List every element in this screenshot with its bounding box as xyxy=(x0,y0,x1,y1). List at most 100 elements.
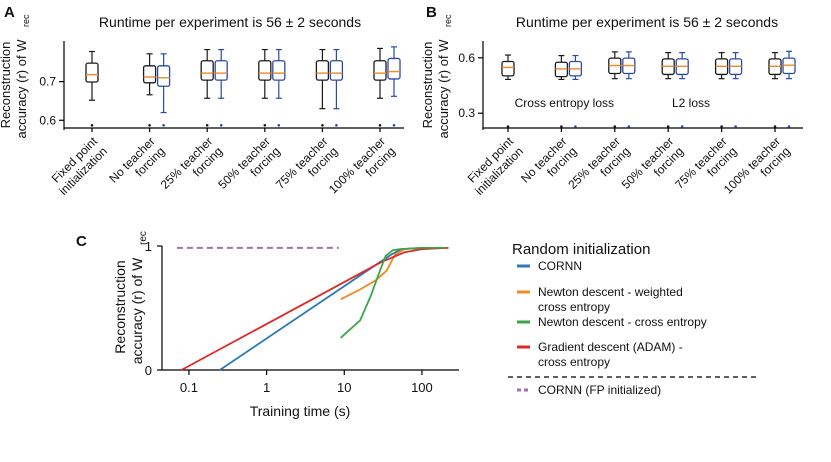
outlier-point xyxy=(219,123,223,127)
iqr-box xyxy=(373,60,387,81)
panel-c-ylabel-main: Reconstruction xyxy=(112,260,128,353)
outlier-point xyxy=(263,123,267,127)
black-box xyxy=(258,48,272,127)
black-box xyxy=(714,52,729,128)
y-tick-label: 0 xyxy=(145,363,152,378)
series-line-cornn xyxy=(219,246,446,371)
blue-box xyxy=(387,46,401,127)
black-box xyxy=(200,48,214,127)
panel-a-ylabel-main: Reconstruction xyxy=(0,42,13,129)
y-tick-label: 0.6 xyxy=(39,113,56,127)
iqr-box xyxy=(387,57,401,80)
outlier-point xyxy=(205,123,209,127)
outlier-point xyxy=(378,123,382,127)
legend-label: cross entropy xyxy=(538,355,610,369)
blue-box xyxy=(675,52,689,128)
outlier-point xyxy=(506,125,510,128)
iqr-box xyxy=(200,60,214,81)
outlier-point xyxy=(148,123,151,127)
outlier-point xyxy=(574,125,577,128)
outlier-point xyxy=(720,125,723,128)
legend-label: cross entropy xyxy=(538,300,610,314)
outlier-point xyxy=(613,125,617,128)
panel-b: B Runtime per experiment is 56 ± 2 secon… xyxy=(420,4,803,198)
legend-entry: CORNN (FP initialized) xyxy=(517,383,661,397)
panel-b-ylabel-main: Reconstruction xyxy=(420,42,435,129)
iqr-box xyxy=(329,60,344,81)
outlier-point xyxy=(335,123,338,127)
iqr-box xyxy=(142,65,157,84)
black-box xyxy=(142,53,157,127)
outlier-point xyxy=(627,125,631,128)
blue-box xyxy=(728,52,743,128)
legend-label: CORNN (FP initialized) xyxy=(538,383,661,397)
legend-label: Newton descent - weighted xyxy=(538,285,683,299)
panel-c-ylabel: Reconstruction accuracy (r) of W rec xyxy=(112,231,149,364)
panel-b-ylabel-subscript: rec xyxy=(443,14,453,27)
panel-a-title: Runtime per experiment is 56 ± 2 seconds xyxy=(99,14,361,30)
panel-c: C Reconstruction accuracy (r) of W rec T… xyxy=(76,231,760,419)
legend-label: Gradient descent (ADAM) - xyxy=(538,340,683,354)
outlier-point xyxy=(392,123,396,127)
black-box xyxy=(315,48,330,127)
panel-a-ylabel-subscript: rec xyxy=(21,14,31,27)
blue-box xyxy=(568,54,583,128)
panel-b-legend-l2: L2 loss xyxy=(672,96,710,110)
panel-a-letter: A xyxy=(4,4,15,21)
outlier-point xyxy=(162,123,165,127)
iqr-box xyxy=(214,60,228,81)
legend-entry: Gradient descent (ADAM) -cross entropy xyxy=(517,340,683,369)
legend-label: Newton descent - cross entropy xyxy=(538,315,707,329)
black-box xyxy=(85,50,99,127)
legend-entry: Newton descent - cross entropy xyxy=(517,315,707,329)
iqr-box xyxy=(85,62,99,83)
black-box xyxy=(501,54,515,128)
outlier-point xyxy=(680,125,684,128)
blue-box xyxy=(329,48,344,127)
x-tick-label: 0.1 xyxy=(180,380,198,395)
x-tick-label: 1 xyxy=(263,380,270,395)
iqr-box xyxy=(156,65,171,87)
outlier-point xyxy=(734,125,737,128)
outlier-point xyxy=(787,125,791,128)
black-box xyxy=(373,47,387,127)
panel-c-xlabel: Training time (s) xyxy=(250,403,351,419)
panel-b-letter: B xyxy=(426,4,437,21)
panel-b-legend-cross-entropy: Cross entropy loss xyxy=(515,96,614,110)
iqr-box xyxy=(315,60,330,81)
outlier-point xyxy=(560,125,563,128)
panel-b-ylabel-second: accuracy (r) of W xyxy=(436,39,451,139)
outlier-point xyxy=(277,123,281,127)
black-box xyxy=(554,54,569,128)
x-tick-label: 10 xyxy=(337,380,351,395)
black-box xyxy=(768,52,782,128)
legend-entry: CORNN xyxy=(517,259,582,273)
panel-a: A Runtime per experiment is 56 ± 2 secon… xyxy=(0,4,404,198)
outlier-point xyxy=(90,123,94,127)
series-line-newton-descent-weighted-cross-entropy xyxy=(340,246,446,301)
iqr-box xyxy=(501,60,515,77)
panel-b-ylabel: Reconstruction accuracy (r) of W rec xyxy=(420,14,453,138)
y-tick-label: 0.3 xyxy=(458,106,475,120)
iqr-box xyxy=(258,60,272,81)
outlier-point xyxy=(666,125,670,128)
blue-box xyxy=(214,48,228,127)
y-tick-label: 1 xyxy=(145,239,152,254)
panel-c-ylabel-second: accuracy (r) of W xyxy=(129,257,145,364)
blue-box xyxy=(272,48,286,127)
blue-box xyxy=(782,50,796,128)
panel-c-legend-title: Random initialization xyxy=(512,241,650,258)
panel-a-ylabel-second: accuracy (r) of W xyxy=(14,39,29,139)
y-tick-label: 0.7 xyxy=(39,75,56,89)
panel-a-ylabel: Reconstruction accuracy (r) of W rec xyxy=(0,14,31,138)
panel-c-ylabel-subscript: rec xyxy=(138,231,149,245)
